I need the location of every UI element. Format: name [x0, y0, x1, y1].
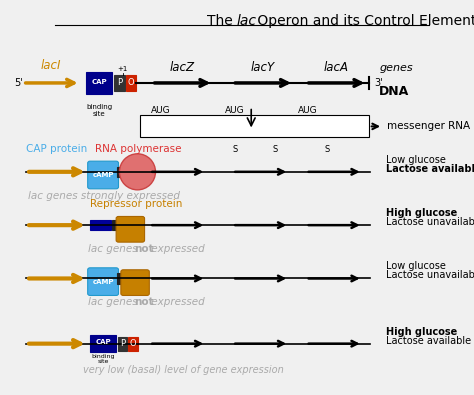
Text: lacI: lacI	[41, 59, 62, 72]
Text: very low (basal) level of gene expression: very low (basal) level of gene expressio…	[83, 365, 284, 375]
Text: binding: binding	[86, 104, 112, 110]
Text: not: not	[134, 244, 153, 254]
Text: lac genes: lac genes	[88, 297, 141, 307]
Text: CAP: CAP	[95, 339, 111, 345]
Text: High glucose: High glucose	[386, 208, 457, 218]
Text: AUG: AUG	[298, 105, 318, 115]
Text: AUG: AUG	[225, 105, 245, 115]
Text: Operon and its Control Elements: Operon and its Control Elements	[253, 14, 474, 28]
Text: S: S	[272, 145, 278, 154]
Text: lac genes: lac genes	[88, 244, 141, 254]
Text: Low glucose: Low glucose	[386, 155, 446, 165]
Text: expressed: expressed	[148, 244, 205, 254]
Text: CAP: CAP	[91, 79, 107, 85]
Bar	[90, 335, 116, 352]
Text: Low glucose: Low glucose	[386, 261, 446, 271]
Text: Lactose unavailable: Lactose unavailable	[386, 271, 474, 280]
Text: Lactose available: Lactose available	[386, 164, 474, 174]
Text: High glucose: High glucose	[386, 327, 457, 337]
FancyBboxPatch shape	[88, 161, 118, 189]
Text: messenger RNA: messenger RNA	[387, 121, 470, 132]
FancyBboxPatch shape	[116, 216, 145, 242]
Text: DNA: DNA	[379, 85, 410, 98]
Text: genes: genes	[379, 63, 413, 73]
Text: AUG: AUG	[151, 105, 171, 115]
Text: lac: lac	[237, 14, 257, 28]
Text: +1: +1	[118, 66, 128, 72]
Text: cAMP: cAMP	[92, 172, 114, 178]
Text: S: S	[324, 145, 330, 154]
Text: S: S	[232, 145, 237, 154]
Text: RNA polymerase: RNA polymerase	[95, 144, 181, 154]
Text: CAP protein: CAP protein	[26, 144, 87, 154]
Text: lac genes strongly expressed: lac genes strongly expressed	[28, 191, 180, 201]
Text: Lactose unavailable: Lactose unavailable	[386, 217, 474, 227]
Text: P: P	[117, 79, 122, 87]
Text: O: O	[128, 79, 134, 87]
Text: 5': 5'	[14, 78, 23, 88]
Bar	[128, 337, 138, 351]
Text: expressed: expressed	[148, 297, 205, 307]
Bar	[117, 167, 122, 177]
Text: P: P	[120, 339, 125, 348]
Ellipse shape	[119, 154, 155, 190]
Text: lacA: lacA	[324, 61, 349, 74]
Bar	[140, 115, 369, 137]
Text: cAMP: cAMP	[92, 278, 114, 285]
Bar	[114, 75, 125, 91]
Text: binding: binding	[91, 354, 115, 359]
Text: O: O	[130, 339, 137, 348]
Bar	[86, 72, 112, 94]
Bar	[118, 337, 127, 351]
Text: 3': 3'	[374, 78, 383, 88]
Bar	[126, 75, 136, 91]
Text: site: site	[93, 111, 106, 117]
FancyBboxPatch shape	[88, 268, 118, 295]
Text: not: not	[134, 297, 153, 307]
Bar	[90, 220, 111, 230]
Text: The: The	[207, 14, 237, 28]
Text: lacZ: lacZ	[170, 61, 195, 74]
Bar	[117, 273, 122, 284]
Bar	[112, 220, 117, 230]
Text: Lactose available: Lactose available	[386, 336, 472, 346]
Text: Repressor protein: Repressor protein	[90, 199, 182, 209]
Text: lacY: lacY	[251, 61, 275, 74]
FancyBboxPatch shape	[121, 270, 149, 295]
Text: site: site	[98, 359, 109, 365]
